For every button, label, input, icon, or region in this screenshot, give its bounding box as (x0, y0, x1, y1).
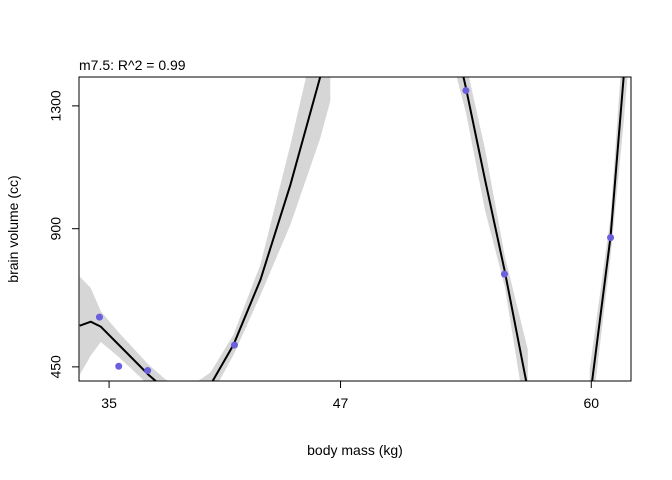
fit-line-group (79, 77, 625, 381)
data-point (115, 362, 123, 370)
y-tick-label: 900 (48, 217, 64, 241)
chart-title: m7.5: R^2 = 0.99 (79, 57, 186, 73)
data-point (144, 367, 152, 375)
x-tick-label: 60 (583, 395, 599, 411)
data-point (607, 234, 615, 242)
x-tick-label: 35 (101, 395, 117, 411)
fit-band (456, 77, 528, 381)
fit-band (79, 77, 331, 381)
fit-band (589, 77, 628, 381)
plot-box (78, 76, 632, 382)
y-axis-label: brain volume (cc) (5, 175, 21, 282)
x-axis-label: body mass (kg) (307, 442, 403, 458)
data-point (230, 341, 238, 349)
y-tick-label: 450 (48, 355, 64, 379)
data-point (462, 87, 470, 95)
data-point (95, 313, 103, 321)
y-tick-label: 1300 (48, 90, 64, 121)
data-point (500, 270, 508, 278)
x-tick-label: 47 (333, 395, 349, 411)
fit-line (79, 77, 625, 381)
